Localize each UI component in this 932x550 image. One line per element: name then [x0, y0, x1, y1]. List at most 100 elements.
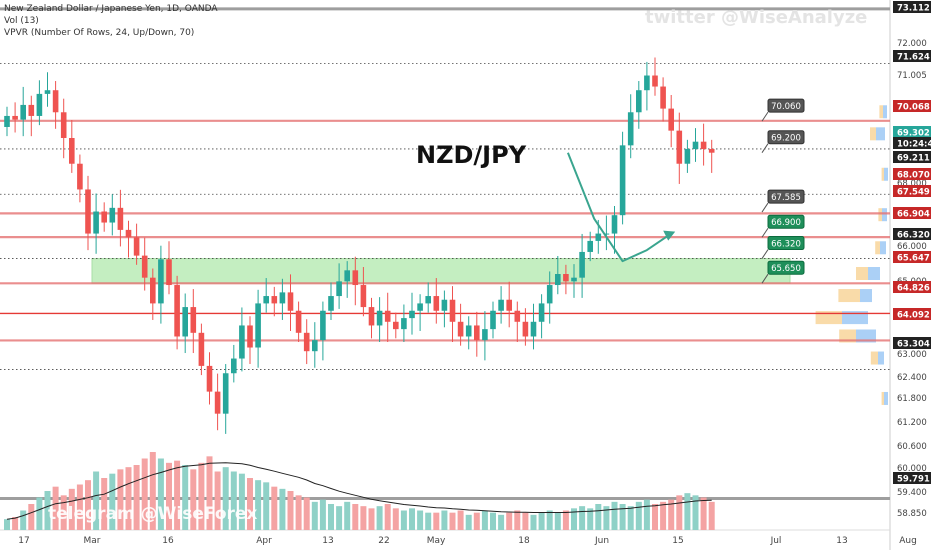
candle-body — [433, 296, 440, 311]
x-tick-label: 17 — [18, 536, 29, 546]
candle-body — [644, 75, 650, 91]
candle-body — [708, 149, 715, 153]
x-tick-label: 13 — [836, 536, 847, 546]
candle-body — [166, 259, 172, 286]
vpvr-bar-up — [883, 105, 887, 119]
candle-body — [93, 211, 99, 234]
candle-body — [109, 207, 116, 223]
candle-body — [279, 292, 286, 304]
price-label-box — [893, 151, 931, 163]
y-tick-label: 59.400 — [897, 488, 927, 498]
candle-body — [239, 325, 245, 359]
price-axis-panel — [893, 0, 932, 550]
x-tick-label: 18 — [518, 536, 530, 546]
volume-bar — [247, 478, 253, 530]
candle-body — [52, 90, 59, 113]
candle-body — [465, 325, 472, 337]
candle-body — [409, 310, 415, 319]
volume-bar — [271, 486, 278, 530]
candle-body — [4, 115, 10, 127]
volume-bar — [141, 458, 148, 530]
candle-body — [174, 285, 180, 337]
volume-bar — [28, 504, 35, 530]
watermark-telegram: telegram @WiseForex — [48, 504, 258, 524]
volume-bar — [4, 519, 10, 530]
price-label-box — [893, 50, 931, 62]
x-tick-label: 13 — [322, 536, 333, 546]
vpvr-bar-down — [881, 167, 884, 181]
callout-box — [767, 260, 805, 275]
volume-bar — [12, 517, 19, 530]
volume-bar — [303, 497, 310, 530]
candle-body — [393, 321, 399, 330]
vpvr-bar-down — [875, 241, 880, 255]
candle-body — [125, 229, 132, 238]
candle-body — [603, 233, 610, 235]
vpvr-bar-down — [879, 105, 883, 119]
candle-body — [36, 93, 43, 116]
volume-bar — [635, 501, 642, 530]
volume-bar — [457, 510, 464, 530]
candle-body — [579, 251, 585, 278]
volume-bar — [76, 484, 83, 530]
candle-body — [522, 321, 529, 337]
candle-body — [595, 233, 602, 241]
x-tick-label: 16 — [162, 536, 174, 546]
volume-bar — [368, 508, 375, 530]
candle-body — [133, 237, 140, 256]
volume-bar — [465, 514, 472, 530]
candle-body — [60, 112, 67, 138]
volume-bar — [85, 480, 91, 530]
candle-body — [101, 211, 107, 223]
candle-body — [401, 318, 407, 330]
callout-leader — [761, 143, 769, 153]
volume-bar — [506, 512, 513, 530]
candle-body — [295, 310, 302, 333]
candle-body — [619, 145, 626, 216]
candle-body — [668, 108, 674, 131]
price-label-box — [893, 228, 931, 240]
volume-bar — [627, 506, 634, 530]
candle-body — [231, 358, 237, 374]
candle-body — [457, 321, 464, 337]
volume-bar — [93, 471, 100, 530]
volume-bar — [125, 467, 132, 530]
callout-leader — [761, 249, 769, 259]
price-label: 59.791 — [897, 475, 930, 485]
volume-bar — [336, 506, 343, 530]
candle-body — [287, 292, 294, 311]
candle-body — [506, 299, 512, 311]
forecast-arrow-head — [663, 230, 676, 241]
volume-bar — [206, 456, 213, 530]
candle-body — [692, 141, 699, 150]
vpvr-bar-up — [868, 267, 880, 280]
y-tick-label: 71.005 — [897, 71, 927, 81]
y-tick-label: 61.800 — [897, 394, 927, 404]
vpvr-indicator-label: VPVR (Number Of Rows, 24, Up/Down, 70) — [4, 28, 195, 38]
volume-bar — [20, 510, 27, 530]
vpvr-bar-down — [878, 208, 882, 222]
volume-bar — [490, 512, 496, 530]
candle-body — [271, 296, 278, 304]
y-tick-label: 63.000 — [897, 350, 927, 360]
candle-body — [660, 86, 666, 109]
symbol-description: New Zealand Dollar / Japanese Yen, 1D, O… — [4, 4, 218, 14]
price-label-box — [893, 337, 931, 349]
candle-body — [482, 329, 488, 341]
candle-body — [474, 325, 480, 341]
candle-body — [571, 277, 577, 282]
price-label: 69.302 — [897, 129, 930, 139]
volume-bar — [133, 465, 140, 530]
candle-body — [214, 391, 221, 414]
callout-label: 69.200 — [771, 134, 801, 144]
price-label-box — [893, 126, 931, 138]
volume-bar — [190, 469, 197, 530]
callout-leader — [761, 227, 769, 238]
volume-bar — [311, 501, 318, 530]
volume-bar — [522, 512, 529, 530]
forecast-path — [566, 152, 672, 263]
volume-bar — [546, 510, 553, 530]
vpvr-bar-up — [876, 127, 885, 141]
candle-body — [222, 373, 229, 414]
